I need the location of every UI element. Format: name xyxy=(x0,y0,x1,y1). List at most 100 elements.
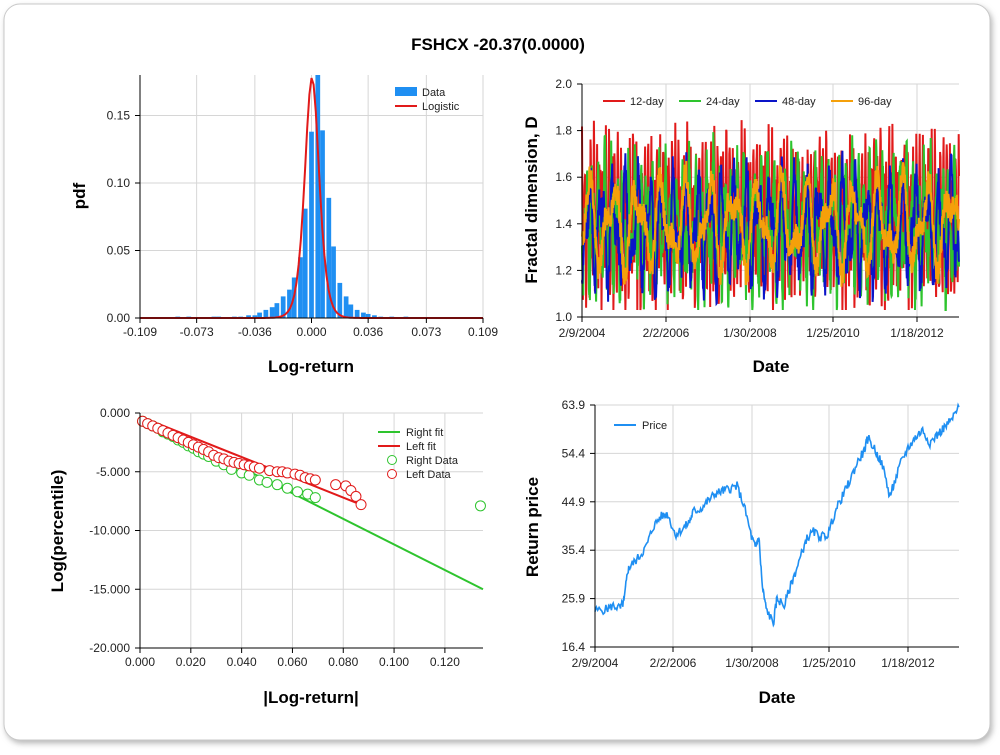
x-tick-label: 2/9/2004 xyxy=(572,656,619,670)
tail-points xyxy=(137,415,486,512)
y-tick-label: 54.4 xyxy=(562,446,586,460)
x-tick-label: 2/2/2006 xyxy=(650,656,697,670)
x-tick-label: -0.036 xyxy=(238,325,272,339)
left-data-point xyxy=(309,474,321,486)
tail-legend: Right fit Left fit Right Data Left Data xyxy=(378,427,459,481)
legend-label-data: Data xyxy=(422,87,446,99)
histogram-bar xyxy=(361,312,366,318)
histogram-bar xyxy=(287,289,292,318)
left-data-point xyxy=(253,462,265,474)
x-tick-label: 0.060 xyxy=(277,655,307,669)
x-tick-label: 1/30/2008 xyxy=(725,656,779,670)
fractal-lines xyxy=(581,120,960,311)
right-data-point xyxy=(292,486,304,498)
legend-label: 12-day xyxy=(630,96,664,108)
y-tick-label: -5.000 xyxy=(96,465,130,479)
y-tick-label: 0.05 xyxy=(107,244,131,258)
legend-label-price: Price xyxy=(642,420,667,432)
histogram-panel: -0.109 -0.073 -0.036 0.000 0.036 0.073 0.109 0.… xyxy=(70,75,498,376)
legend-label-left-data: Left Data xyxy=(406,469,452,481)
histogram-bar xyxy=(354,309,360,318)
histogram-bar xyxy=(331,246,336,318)
tail-xlabel: |Log-return| xyxy=(263,688,358,707)
legend-label: 48-day xyxy=(782,96,816,108)
right-data-point xyxy=(281,482,293,494)
x-tick-label: 0.036 xyxy=(353,325,383,339)
tail-ticks: 0.000 0.020 0.040 0.060 0.080 0.100 0.120 0.000… xyxy=(89,406,460,669)
y-tick-label: 1.6 xyxy=(555,170,572,184)
x-tick-label: 0.040 xyxy=(227,655,257,669)
price-panel: 2/9/2004 2/2/2006 1/30/2008 1/25/2010 1/18/2… xyxy=(523,398,960,707)
y-tick-label: 1.2 xyxy=(555,263,572,277)
fractal-ylabel: Fractal dimension, D xyxy=(522,116,541,283)
price-plot-area xyxy=(595,405,959,647)
left-data-point xyxy=(330,479,342,491)
x-tick-label: -0.073 xyxy=(180,325,214,339)
histogram-bar xyxy=(280,296,286,318)
x-tick-label: 0.073 xyxy=(411,325,441,339)
histogram-bar xyxy=(337,282,343,318)
x-tick-label: 1/25/2010 xyxy=(802,656,856,670)
y-tick-label: 0.10 xyxy=(107,176,131,190)
fractal-ticks: 2/9/2004 2/2/2006 1/30/2008 1/25/2010 1/18/2… xyxy=(555,77,944,340)
price-ticks: 2/9/2004 2/2/2006 1/30/2008 1/25/2010 1/18/2… xyxy=(562,398,935,670)
left-data-point xyxy=(350,490,362,502)
legend-label-logistic: Logistic xyxy=(422,101,460,113)
x-tick-label: -0.109 xyxy=(123,325,157,339)
histogram-bar xyxy=(326,197,332,318)
tail-panel: 0.000 0.020 0.040 0.060 0.080 0.100 0.120 0.000… xyxy=(48,406,486,707)
y-tick-label: 44.9 xyxy=(562,495,586,509)
legend-swatch-left-data xyxy=(387,469,397,479)
x-tick-label: 2/9/2004 xyxy=(559,326,606,340)
y-tick-label: 0.15 xyxy=(107,109,131,123)
y-tick-label: 0.000 xyxy=(100,406,130,420)
histogram-bar xyxy=(315,75,321,318)
right-data-point xyxy=(271,479,283,491)
x-tick-label: 1/30/2008 xyxy=(723,326,777,340)
legend-label: 24-day xyxy=(706,96,740,108)
fractal-legend: 12-day 24-day 48-day 96-day xyxy=(603,96,892,108)
tail-ylabel: Log(percentile) xyxy=(48,470,67,593)
y-tick-label: -15.000 xyxy=(89,582,130,596)
figure-title: FSHCX -20.37(0.0000) xyxy=(411,35,585,54)
price-line xyxy=(594,402,960,628)
histogram-bar xyxy=(257,312,262,318)
fractal-series-line xyxy=(581,160,960,287)
fractal-xlabel: Date xyxy=(753,357,790,376)
x-tick-label: 0.000 xyxy=(296,325,326,339)
x-tick-label: 0.020 xyxy=(176,655,206,669)
x-tick-label: 1/25/2010 xyxy=(806,326,860,340)
y-tick-label: 63.9 xyxy=(562,398,586,412)
fractal-panel: 2/9/2004 2/2/2006 1/30/2008 1/25/2010 1/18/2… xyxy=(522,77,960,376)
x-tick-label: 0.000 xyxy=(125,655,155,669)
y-tick-label: -20.000 xyxy=(89,641,130,655)
histogram-bar xyxy=(252,315,258,318)
histogram-bar xyxy=(309,131,314,318)
fractal-series-line xyxy=(581,150,960,307)
y-tick-label: 35.4 xyxy=(562,543,586,557)
x-tick-label: 0.080 xyxy=(328,655,358,669)
histogram-bar xyxy=(343,296,349,318)
right-data-point xyxy=(309,492,321,504)
x-tick-label: 1/18/2012 xyxy=(890,326,944,340)
y-tick-label: -10.000 xyxy=(89,524,130,538)
histogram-bar xyxy=(274,303,280,318)
x-tick-label: 0.120 xyxy=(430,655,460,669)
histogram-legend: Data Logistic xyxy=(395,87,460,113)
x-tick-label: 0.109 xyxy=(468,325,498,339)
legend-label-left-fit: Left fit xyxy=(406,441,436,453)
y-tick-label: 2.0 xyxy=(555,77,572,91)
legend-label-right-fit: Right fit xyxy=(406,427,443,439)
histogram-bar xyxy=(365,313,371,318)
price-ylabel: Return price xyxy=(523,477,542,577)
legend-label-right-data: Right Data xyxy=(406,455,459,467)
legend-label: 96-day xyxy=(858,96,892,108)
legend-swatch-right-data xyxy=(387,455,397,465)
histogram-ylabel: pdf xyxy=(70,182,89,209)
histogram-bar xyxy=(372,315,377,318)
histogram-bar xyxy=(348,304,354,318)
y-tick-label: 1.0 xyxy=(555,310,572,324)
histogram-ticks: -0.109 -0.073 -0.036 0.000 0.036 0.073 0.109 0.… xyxy=(107,109,499,340)
histogram-bar xyxy=(269,307,275,318)
